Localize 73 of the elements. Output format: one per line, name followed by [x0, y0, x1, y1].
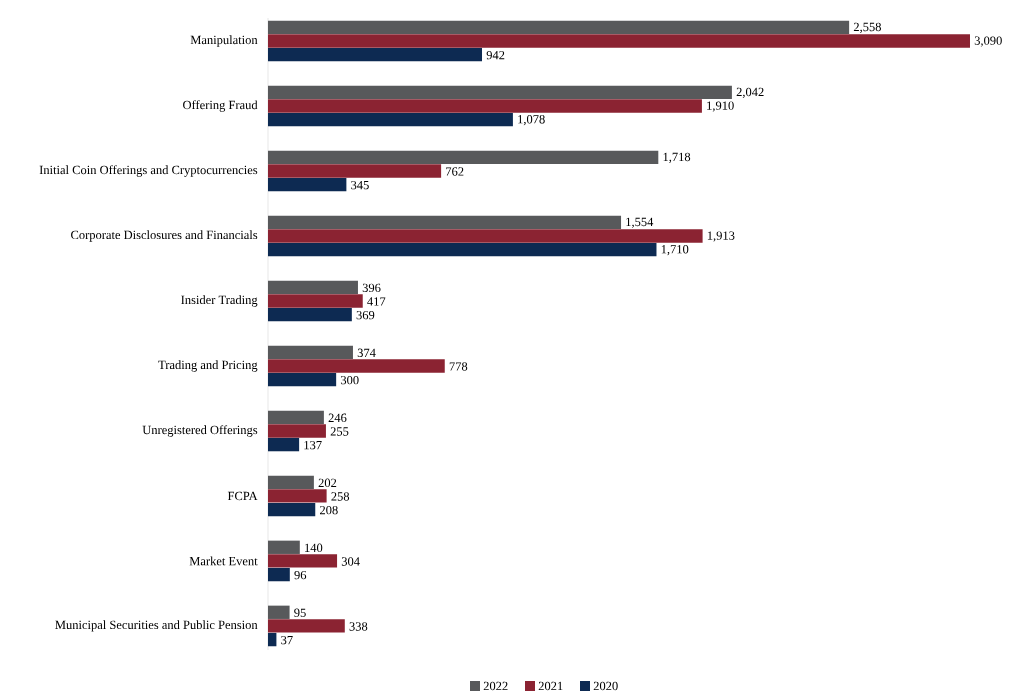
bar: [268, 345, 353, 359]
bar: [268, 164, 442, 178]
y-tick-label: Insider Trading: [181, 295, 258, 307]
y-tick-label: Manipulation: [190, 35, 258, 47]
data-label: 345: [351, 180, 369, 190]
data-label: 1,554: [626, 217, 654, 228]
data-label: 137: [304, 440, 322, 450]
bar: [268, 48, 483, 62]
data-label: 1,910: [707, 101, 734, 112]
data-label: 95: [294, 608, 306, 617]
legend-label: 2022: [483, 681, 508, 691]
bar: [268, 99, 702, 113]
bar: [268, 177, 347, 192]
bar: [268, 215, 622, 229]
bar: [268, 410, 324, 424]
bar: [268, 372, 337, 387]
data-label: 417: [367, 297, 386, 306]
y-tick-label: Initial Coin Offerings and Cryptocurrencies: [39, 165, 258, 177]
y-tick-label: FCPA: [227, 491, 258, 501]
data-label: 96: [294, 570, 307, 580]
data-label: 762: [446, 167, 464, 176]
bar: [268, 489, 327, 503]
bar: [268, 112, 513, 127]
bar: [268, 475, 314, 489]
y-tick-label: Market Event: [189, 556, 258, 566]
data-label: 258: [331, 492, 350, 501]
y-tick-label: Offering Fraud: [183, 100, 258, 112]
bar: [268, 359, 445, 373]
data-label: 1,078: [518, 115, 545, 126]
data-label: 1,710: [661, 245, 689, 256]
bar: [268, 85, 732, 100]
data-label: 304: [341, 557, 360, 566]
data-label: 2,042: [736, 87, 764, 98]
bar: [268, 229, 703, 243]
bar: [268, 242, 657, 257]
data-label: 1,718: [663, 152, 691, 163]
bar: [268, 34, 970, 48]
data-label: 255: [330, 427, 349, 436]
bar: [268, 20, 850, 35]
bar: [268, 437, 300, 452]
data-label: 374: [357, 348, 376, 358]
data-label: 202: [318, 478, 337, 488]
legend-label: 2020: [593, 681, 618, 691]
bar: [268, 619, 345, 633]
bar: [268, 554, 338, 568]
bar: [268, 540, 300, 554]
y-tick-label: Unregistered Offerings: [142, 425, 258, 437]
bar: [268, 294, 363, 308]
bar: [268, 307, 352, 322]
data-label: 37: [281, 635, 293, 645]
data-label: 396: [362, 283, 381, 293]
bar: [268, 280, 358, 294]
bar: [268, 502, 316, 517]
data-label: 778: [449, 362, 468, 371]
y-tick-label: Corporate Disclosures and Financials: [71, 230, 258, 242]
bar: [268, 150, 659, 165]
data-label: 140: [305, 543, 323, 553]
bar: [268, 632, 277, 647]
legend-label: 2021: [538, 681, 563, 691]
data-label: 942: [486, 50, 505, 60]
data-label: 246: [328, 413, 347, 423]
y-tick-label: Municipal Securities and Public Pension: [55, 620, 258, 632]
data-label: 1,913: [707, 231, 735, 242]
bar: [268, 605, 290, 619]
y-tick-label: Trading and Pricing: [158, 360, 258, 372]
data-label: 208: [320, 505, 338, 515]
bar: [268, 567, 290, 582]
data-label: 338: [349, 622, 368, 631]
data-label: 300: [340, 375, 359, 385]
data-label: 2,558: [853, 22, 881, 33]
data-label: 3,090: [974, 36, 1002, 47]
data-label: 369: [356, 310, 375, 320]
bar: [268, 424, 326, 438]
